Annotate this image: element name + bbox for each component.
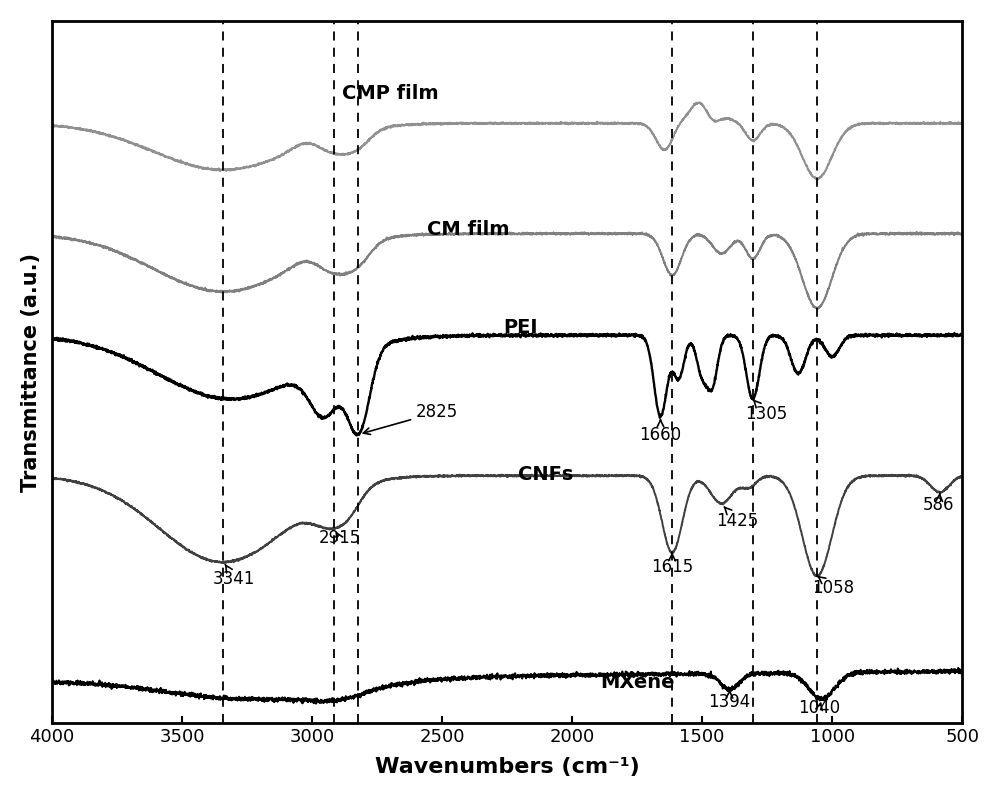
Text: 1305: 1305	[745, 400, 787, 423]
Text: 1615: 1615	[651, 554, 693, 575]
Text: 586: 586	[923, 493, 955, 514]
Text: CNFs: CNFs	[518, 465, 574, 484]
Text: 1058: 1058	[812, 576, 854, 597]
Text: 1394: 1394	[708, 689, 750, 710]
Text: CM film: CM film	[427, 220, 509, 239]
Y-axis label: Transmittance (a.u.): Transmittance (a.u.)	[21, 252, 41, 492]
Text: 1660: 1660	[639, 420, 682, 444]
Text: CMP film: CMP film	[342, 85, 438, 104]
Text: 3341: 3341	[213, 564, 255, 587]
Text: PEI: PEI	[503, 318, 537, 338]
Text: 1425: 1425	[716, 507, 759, 530]
Text: 1040: 1040	[798, 699, 840, 717]
Text: 2915: 2915	[319, 529, 361, 547]
Text: 2825: 2825	[363, 403, 458, 434]
Text: MXene: MXene	[600, 673, 674, 692]
X-axis label: Wavenumbers (cm⁻¹): Wavenumbers (cm⁻¹)	[375, 757, 639, 777]
